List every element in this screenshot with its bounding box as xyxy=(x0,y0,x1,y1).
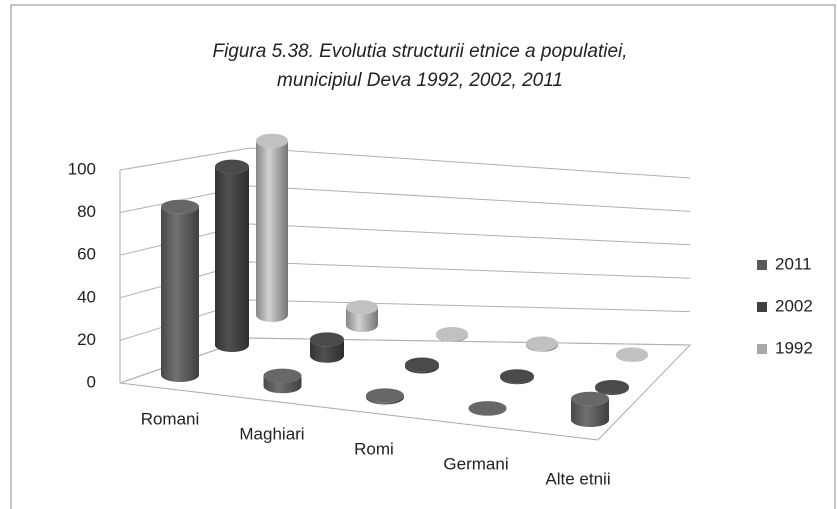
cylinder-body xyxy=(571,398,609,427)
x-tick-label: Germani xyxy=(443,454,508,473)
cylinder xyxy=(161,199,199,382)
cylinder-body xyxy=(526,343,558,352)
grid-line xyxy=(119,261,691,299)
legend-swatch xyxy=(757,302,767,312)
cylinder xyxy=(263,368,302,394)
y-tick-label: 100 xyxy=(68,159,96,178)
cylinder xyxy=(616,347,648,362)
legend-swatch xyxy=(757,344,767,354)
cylinder xyxy=(595,379,629,395)
cylinder-top xyxy=(346,300,378,315)
grid-line xyxy=(119,147,691,179)
grid-line xyxy=(119,185,691,214)
cylinder-top xyxy=(263,368,302,383)
y-tick-label: 80 xyxy=(77,202,96,221)
cylinder-top xyxy=(405,357,439,372)
cylinder-top xyxy=(366,388,404,403)
cylinder xyxy=(468,401,507,416)
cylinder-top xyxy=(215,159,249,174)
x-tick-label: Romi xyxy=(354,439,394,458)
cylinder-body xyxy=(346,307,378,332)
cylinder-body xyxy=(256,140,288,322)
legend-label: 2011 xyxy=(775,254,812,273)
cylinder xyxy=(500,369,534,385)
cylinder xyxy=(526,336,558,352)
cylinder-body xyxy=(215,166,249,352)
grid-line xyxy=(119,299,691,341)
grid-line xyxy=(119,223,691,256)
cylinder-body xyxy=(405,364,439,374)
cylinder-top xyxy=(595,379,629,394)
x-tick-label: Romani xyxy=(141,409,200,428)
legend-label: 2002 xyxy=(775,296,813,315)
cylinder xyxy=(366,388,404,405)
x-tick-label: Alte etnii xyxy=(545,469,610,488)
cylinder-body xyxy=(310,339,344,363)
legend-swatch xyxy=(757,260,767,270)
cylinder-top xyxy=(616,347,648,362)
cylinder-top xyxy=(571,391,609,406)
chart-title: municipiul Deva 1992, 2002, 2011 xyxy=(277,70,563,91)
cylinder-top xyxy=(310,332,344,347)
x-tick-label: Maghiari xyxy=(239,424,304,443)
cylinder-top xyxy=(526,336,558,351)
cylinder-top xyxy=(256,133,288,148)
cylinder xyxy=(436,327,468,342)
grid-line xyxy=(119,337,691,384)
chart-title: Figura 5.38. Evolutia structurii etnice … xyxy=(212,41,627,62)
cylinder-body xyxy=(366,395,404,405)
y-tick-label: 60 xyxy=(77,245,96,264)
frame xyxy=(10,4,836,509)
cylinder-top xyxy=(436,327,468,342)
cylinder-top xyxy=(500,369,534,384)
cylinder xyxy=(215,159,249,352)
y-tick-label: 0 xyxy=(87,372,96,391)
cylinder xyxy=(571,391,609,427)
y-tick-label: 20 xyxy=(77,330,96,349)
cylinder-body xyxy=(161,206,199,382)
y-tick-label: 40 xyxy=(77,287,96,306)
cylinder xyxy=(346,300,378,332)
cylinder xyxy=(256,133,288,322)
cylinder xyxy=(405,357,439,374)
cylinder-top xyxy=(468,401,507,416)
cylinder-body xyxy=(263,375,302,394)
cylinder xyxy=(310,332,344,363)
legend-label: 1992 xyxy=(775,338,813,357)
cylinder-top xyxy=(161,199,199,214)
